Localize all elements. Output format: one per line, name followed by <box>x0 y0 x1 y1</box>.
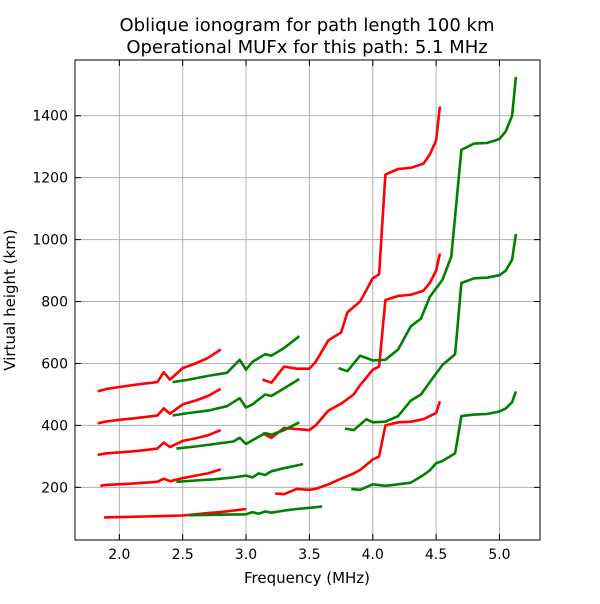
y-axis-label: Virtual height (km) <box>1 229 19 370</box>
red-trace-4 <box>97 348 222 393</box>
red-trace-1 <box>100 468 222 488</box>
y-tick-label: 1400 <box>32 109 68 125</box>
x-tick-label: 2.0 <box>108 547 130 563</box>
green-trace-14 <box>344 233 518 432</box>
red-trace-2 <box>97 428 222 457</box>
red-trace-5 <box>275 400 442 496</box>
ticks-layer: 2.0 2.5 3.0 3.5 4.0 4.5 5.0 200 400 600 800 1000 120… <box>32 60 540 563</box>
red-trace-3 <box>97 387 222 425</box>
y-tick-label: 1200 <box>32 171 68 187</box>
x-tick-label: 3.0 <box>235 547 257 563</box>
y-tick-label: 400 <box>41 418 68 434</box>
red-trace-7 <box>262 106 442 385</box>
red-trace-0 <box>104 507 247 519</box>
chart-title: Oblique ionogram for path length 100 km <box>119 15 494 36</box>
x-tick-label: 3.5 <box>298 547 320 563</box>
green-trace-15 <box>338 76 518 373</box>
x-axis-label: Frequency (MHz) <box>244 569 370 587</box>
green-trace-8 <box>188 505 323 517</box>
y-tick-label: 1000 <box>32 233 68 249</box>
series-layer <box>97 76 518 519</box>
x-tick-label: 4.0 <box>362 547 384 563</box>
plot-frame <box>74 59 541 541</box>
green-trace-13 <box>351 390 518 492</box>
red-trace-6 <box>261 253 442 440</box>
y-tick-label: 600 <box>41 356 68 372</box>
x-tick-label: 4.5 <box>425 547 447 563</box>
y-tick-label: 800 <box>41 295 68 311</box>
green-trace-12 <box>172 335 301 384</box>
x-tick-label: 5.0 <box>488 547 510 563</box>
y-tick-label: 200 <box>41 480 68 496</box>
green-trace-10 <box>176 421 300 450</box>
green-trace-11 <box>172 377 300 417</box>
x-tick-label: 2.5 <box>172 547 194 563</box>
chart-subtitle: Operational MUFx for this path: 5.1 MHz <box>126 37 487 58</box>
green-trace-9 <box>176 462 304 484</box>
